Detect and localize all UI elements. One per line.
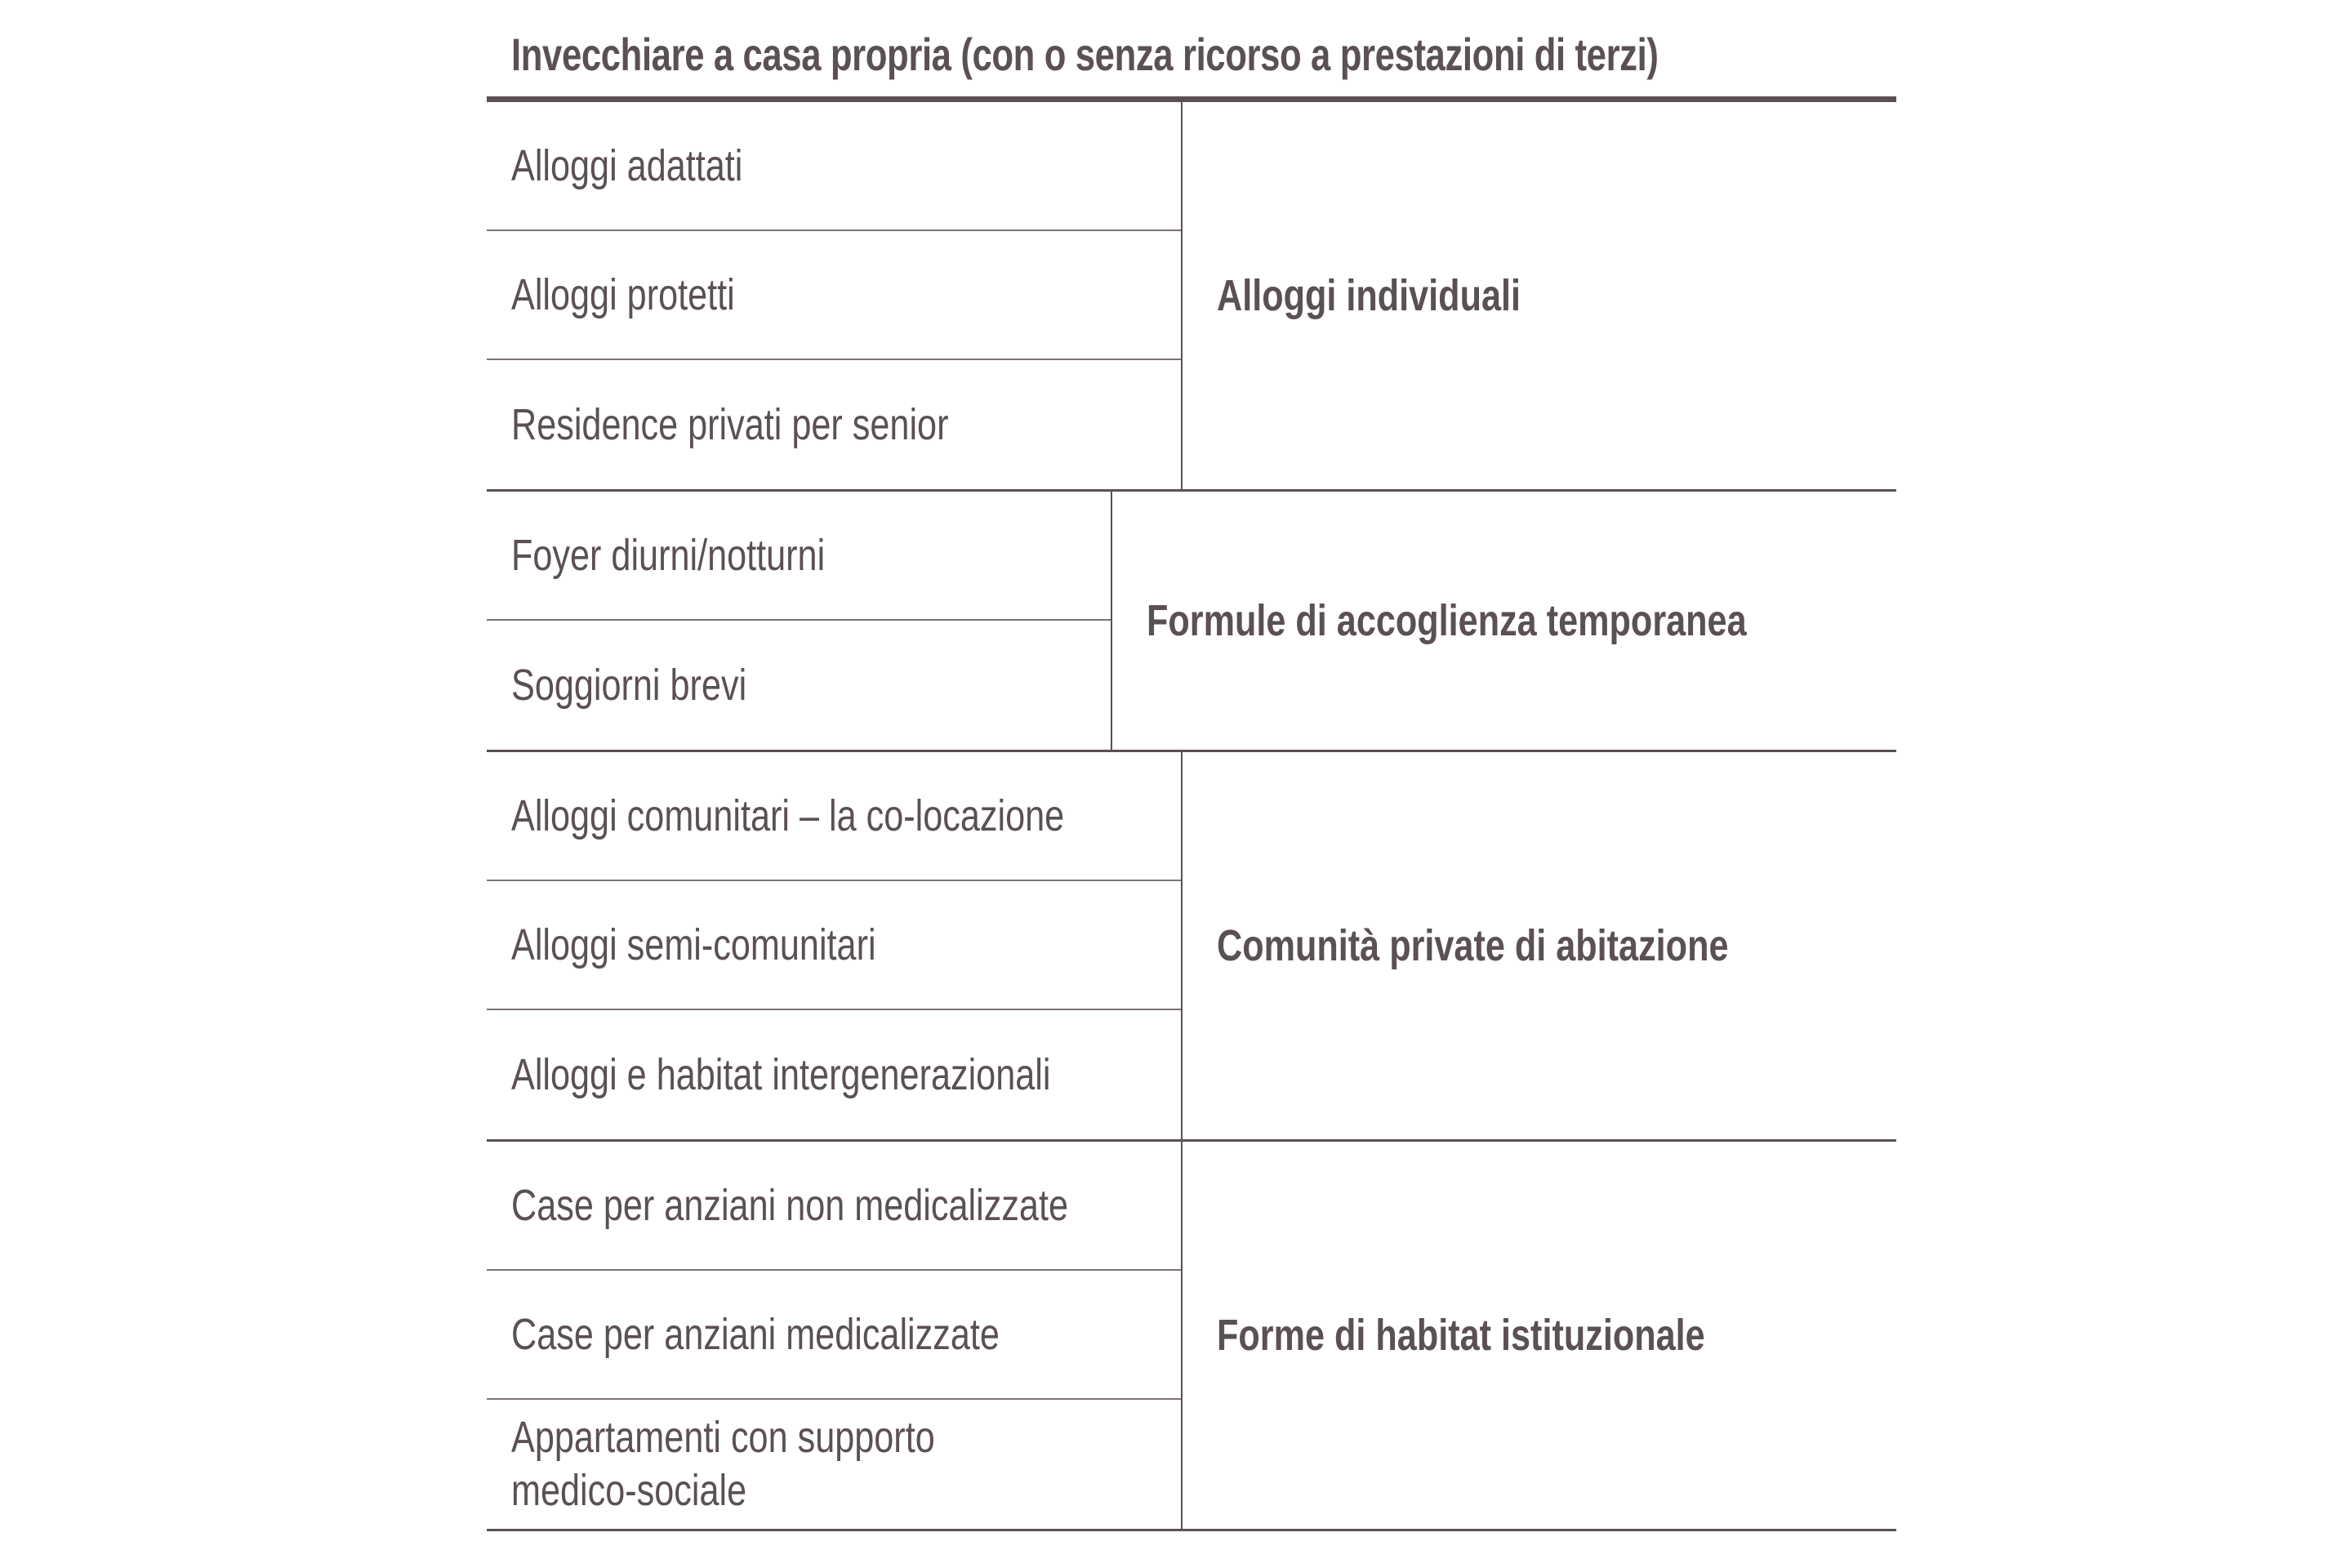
group-items: Alloggi adattati Alloggi protetti Residenc… [487, 102, 1183, 489]
group-label-text: Forme di habitat istituzionale [1217, 1310, 1705, 1360]
group-items: Foyer diurni/notturni Soggiorni brevi [487, 492, 1112, 750]
table-group: Alloggi adattati Alloggi protetti Residenc… [487, 102, 1896, 492]
row-label: Alloggi e habitat intergenerazionali [511, 1049, 1051, 1099]
group-label-text: Comunità private di abitazione [1217, 920, 1729, 970]
table-row: Case per anziani medicalizzate [487, 1271, 1181, 1400]
group-label: Formule di accoglienza temporanea [1112, 492, 1896, 750]
table-group: Case per anziani non medicalizzate Case p… [487, 1142, 1896, 1531]
group-items: Case per anziani non medicalizzate Case p… [487, 1142, 1183, 1529]
table-row: Alloggi semi-comunitari [487, 881, 1181, 1010]
table-group: Foyer diurni/notturni Soggiorni brevi Form… [487, 492, 1896, 752]
group-label-text: Formule di accoglienza temporanea [1146, 595, 1747, 645]
group-label-text: Alloggi individuali [1217, 270, 1521, 320]
row-label: Residence privati per senior [511, 399, 949, 449]
table-row: Case per anziani non medicalizzate [487, 1142, 1181, 1271]
row-label: Alloggi semi-comunitari [511, 920, 876, 969]
group-label: Alloggi individuali [1183, 102, 1896, 489]
row-label: Alloggi comunitari – la co-locazione [511, 791, 1065, 840]
group-label: Forme di habitat istituzionale [1183, 1142, 1896, 1529]
table-row: Alloggi e habitat intergenerazionali [487, 1010, 1181, 1139]
table-group: Alloggi comunitari – la co-locazione Allo… [487, 752, 1896, 1142]
row-label: Foyer diurni/notturni [511, 530, 826, 580]
row-label: Case per anziani medicalizzate [511, 1309, 1000, 1359]
group-items: Alloggi comunitari – la co-locazione Allo… [487, 752, 1183, 1139]
table-row: Soggiorni brevi [487, 621, 1111, 750]
table-row: Appartamenti con supporto medico-sociale [487, 1400, 1181, 1529]
table-row: Alloggi adattati [487, 102, 1181, 231]
row-label: Alloggi protetti [511, 270, 735, 319]
row-label: Case per anziani non medicalizzate [511, 1180, 1068, 1230]
row-label: Appartamenti con supporto medico-sociale [511, 1413, 935, 1515]
table-row: Alloggi comunitari – la co-locazione [487, 752, 1181, 881]
table-row: Alloggi protetti [487, 231, 1181, 360]
housing-table: Alloggi adattati Alloggi protetti Residenc… [487, 96, 1896, 1531]
table-row: Residence privati per senior [487, 360, 1181, 489]
row-label: Alloggi adattati [511, 140, 743, 190]
group-label: Comunità private di abitazione [1183, 752, 1896, 1139]
table-row: Foyer diurni/notturni [487, 492, 1111, 621]
table-title: Invecchiare a casa propria (con o senza … [511, 29, 1659, 80]
row-label: Soggiorni brevi [511, 660, 747, 710]
